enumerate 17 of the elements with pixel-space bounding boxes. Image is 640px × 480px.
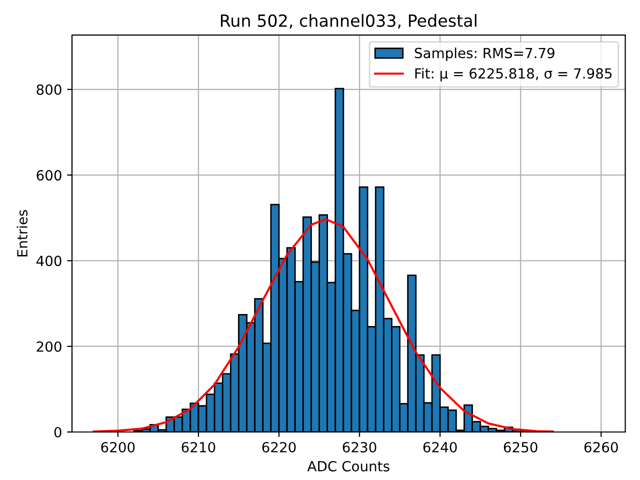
legend-label: Fit: μ = 6225.818, σ = 7.985 xyxy=(415,68,612,82)
x-tick-label: 6210 xyxy=(182,442,216,452)
chart-title: Run 502, channel033, Pedestal xyxy=(220,14,476,29)
x-tick-label: 6220 xyxy=(262,442,296,452)
y-tick-label: 200 xyxy=(36,341,62,352)
y-axis-title: Entries xyxy=(16,210,28,256)
y-tick-label: 600 xyxy=(36,170,62,181)
x-axis-title: ADC Counts xyxy=(307,460,390,472)
legend-label: Samples: RMS=7.79 xyxy=(414,48,554,61)
x-tick-label: 6200 xyxy=(101,442,135,452)
x-tick-label: 6240 xyxy=(423,442,457,452)
x-tick-label: 6230 xyxy=(342,442,376,452)
y-tick-label: 800 xyxy=(36,84,62,95)
y-tick-label: 0 xyxy=(54,426,62,438)
x-tick-label: 6250 xyxy=(504,442,538,452)
y-tick-label: 400 xyxy=(36,256,62,266)
x-tick-label: 6260 xyxy=(584,442,618,452)
